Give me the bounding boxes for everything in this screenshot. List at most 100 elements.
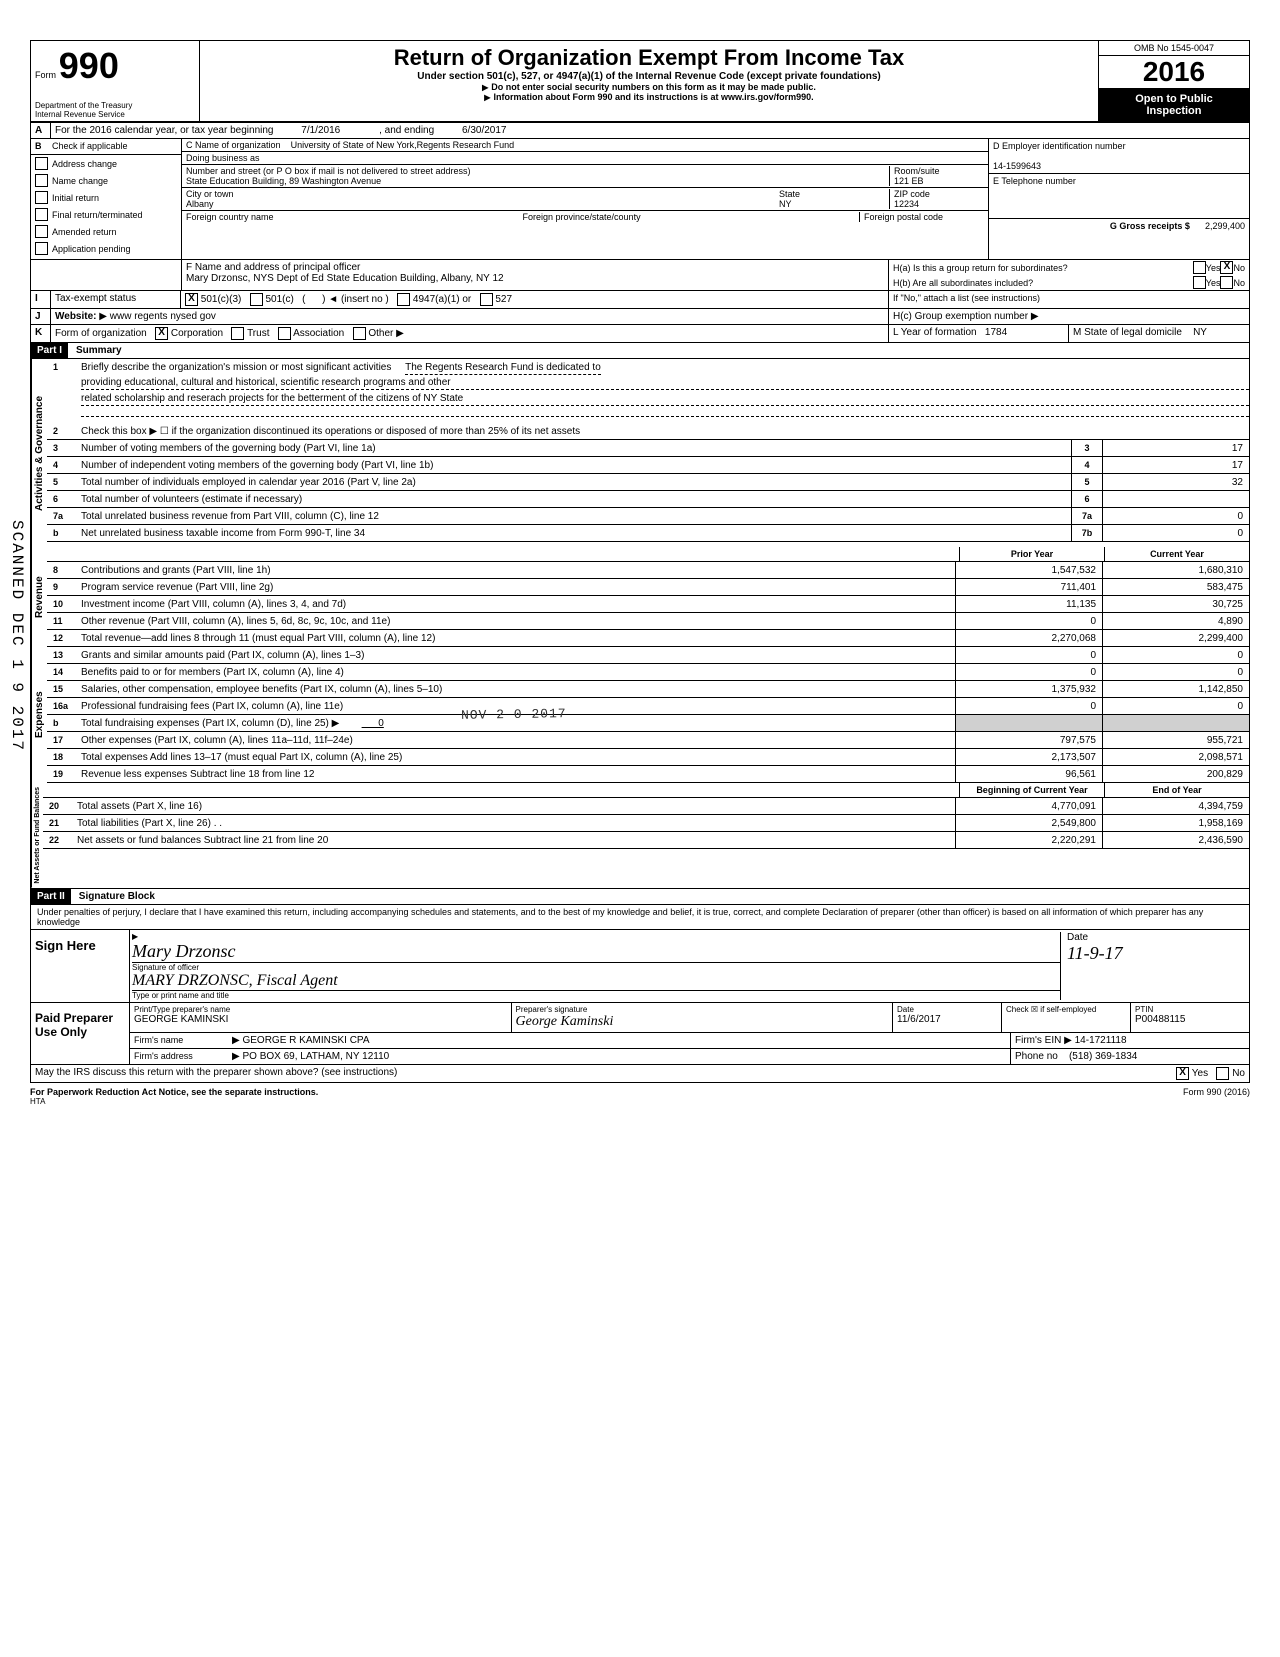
summary-line: 3 Number of voting members of the govern… <box>47 440 1249 457</box>
summary-line: 4 Number of independent voting members o… <box>47 457 1249 474</box>
domicile-label: M State of legal domicile <box>1073 327 1182 338</box>
subtitle: Under section 501(c), 527, or 4947(a)(1)… <box>206 71 1092 82</box>
check-pending[interactable] <box>35 242 48 255</box>
state-value: NY <box>779 199 792 209</box>
addr-label: Number and street (or P O box if mail is… <box>186 166 470 176</box>
firm-name-label: Firm's name <box>130 1033 228 1048</box>
ssn-warning: Do not enter social security numbers on … <box>206 82 1092 92</box>
check-applicable: Check if applicable <box>52 141 128 151</box>
summary-line: b Total fundraising expenses (Part IX, c… <box>47 715 1249 732</box>
gross-label: G Gross receipts $ <box>1110 221 1190 231</box>
current-year-header: Current Year <box>1104 547 1249 561</box>
preparer-label: Paid Preparer Use Only <box>31 1003 130 1064</box>
check-name[interactable] <box>35 174 48 187</box>
check-other[interactable] <box>353 327 366 340</box>
open-public-1: Open to Public <box>1101 93 1247 105</box>
summary-line: 16a Professional fundraising fees (Part … <box>47 698 1249 715</box>
prep-name: GEORGE KAMINSKI <box>134 1014 507 1025</box>
end-year-header: End of Year <box>1104 783 1249 797</box>
amended-label: Amended return <box>52 227 117 237</box>
final-label: Final return/terminated <box>52 210 143 220</box>
summary-line: 10 Investment income (Part VIII, column … <box>47 596 1249 613</box>
ending-label: , and ending <box>379 125 434 136</box>
part2-title: Signature Block <box>71 891 155 902</box>
check-initial[interactable] <box>35 191 48 204</box>
gross-value: 2,299,400 <box>1205 221 1245 231</box>
summary-line: 5 Total number of individuals employed i… <box>47 474 1249 491</box>
section-a: A For the 2016 calendar year, or tax yea… <box>30 123 1250 139</box>
part1-title: Summary <box>68 345 122 356</box>
summary-line: 12 Total revenue—add lines 8 through 11 … <box>47 630 1249 647</box>
tax-year: 2016 <box>1099 56 1249 89</box>
line2: Check this box ▶ ☐ if the organization d… <box>81 425 1249 438</box>
form-footer: Form 990 (2016) <box>1183 1087 1250 1097</box>
summary-line: 11 Other revenue (Part VIII, column (A),… <box>47 613 1249 630</box>
check-501c[interactable] <box>250 293 263 306</box>
website-label: Website: <box>55 311 97 322</box>
firm-name: GEORGE R KAMINSKI CPA <box>242 1035 369 1046</box>
type-print-label: Type or print name and title <box>132 990 1060 1000</box>
check-501c3[interactable]: X <box>185 293 198 306</box>
check-amended[interactable] <box>35 225 48 238</box>
check-527[interactable] <box>480 293 493 306</box>
check-corp[interactable]: X <box>155 327 168 340</box>
initial-label: Initial return <box>52 193 99 203</box>
ptin-value: P00488115 <box>1135 1014 1245 1025</box>
hb-note: If "No," attach a list (see instructions… <box>889 291 1249 308</box>
pending-label: Application pending <box>52 244 131 254</box>
sign-date: 11-9-17 <box>1067 943 1247 964</box>
received-stamp: NOV 2 0 2017 <box>461 706 567 723</box>
prep-date: 11/6/2017 <box>897 1014 997 1025</box>
scanned-stamp: SCANNED DEC 1 9 2017 <box>8 520 26 752</box>
self-employed-check: Check ☒ if self-employed <box>1002 1003 1131 1032</box>
firm-ein: 14-1721118 <box>1075 1035 1127 1046</box>
form-number: 990 <box>59 45 119 87</box>
year-begin: 7/1/2016 <box>301 125 340 136</box>
paperwork-notice: For Paperwork Reduction Act Notice, see … <box>30 1087 318 1097</box>
discuss-yes[interactable]: X <box>1176 1067 1189 1080</box>
identity-block: B Check if applicable Address change Nam… <box>30 139 1250 260</box>
omb-number: OMB No 1545-0047 <box>1099 41 1249 56</box>
check-address[interactable] <box>35 157 48 170</box>
sign-here-label: Sign Here <box>31 930 130 1002</box>
vlabel-net: Net Assets or Fund Balances <box>31 783 43 888</box>
year-end: 6/30/2017 <box>462 125 507 136</box>
hb-yes[interactable] <box>1193 276 1206 289</box>
prep-date-label: Date <box>897 1005 997 1014</box>
hta: HTA <box>30 1097 1250 1106</box>
hb-label: H(b) Are all subordinates included? <box>893 278 1193 288</box>
vlabel-activities: Activities & Governance <box>31 359 47 547</box>
vlabel-revenue: Revenue <box>31 547 47 647</box>
check-trust[interactable] <box>231 327 244 340</box>
discuss-no[interactable] <box>1216 1067 1229 1080</box>
check-4947[interactable] <box>397 293 410 306</box>
hc-label: H(c) Group exemption number <box>893 311 1028 322</box>
summary-line: 14 Benefits paid to or for members (Part… <box>47 664 1249 681</box>
ha-yes[interactable] <box>1193 261 1206 274</box>
hb-no[interactable] <box>1220 276 1233 289</box>
prep-signature: George Kaminski <box>516 1014 889 1030</box>
prior-year-header: Prior Year <box>959 547 1104 561</box>
sign-date-label: Date <box>1067 932 1247 943</box>
city-value: Albany <box>186 199 214 209</box>
summary-line: 8 Contributions and grants (Part VIII, l… <box>47 562 1249 579</box>
mission-text-c: related scholarship and reserach project… <box>81 392 1249 406</box>
ha-no[interactable]: X <box>1220 261 1233 274</box>
prep-sig-label: Preparer's signature <box>516 1005 889 1014</box>
summary-line: 20 Total assets (Part X, line 16) 4,770,… <box>43 798 1249 815</box>
typed-name: MARY DRZONSC, Fiscal Agent <box>132 972 1060 990</box>
mission-text-b: providing educational, cultural and hist… <box>81 376 1249 390</box>
firm-addr: PO BOX 69, LATHAM, NY 12110 <box>242 1051 389 1062</box>
check-final[interactable] <box>35 208 48 221</box>
irs: Internal Revenue Service <box>35 110 132 119</box>
dba-label: Doing business as <box>186 153 260 163</box>
firm-phone: (518) 369-1834 <box>1069 1051 1137 1062</box>
check-assoc[interactable] <box>278 327 291 340</box>
begin-year-header: Beginning of Current Year <box>959 783 1104 797</box>
room-value: 121 EB <box>894 176 924 186</box>
dept-treasury: Department of the Treasury <box>35 101 132 110</box>
summary-line: 22 Net assets or fund balances Subtract … <box>43 832 1249 849</box>
penalty-text: Under penalties of perjury, I declare th… <box>30 905 1250 930</box>
ein-value: 14-1599643 <box>993 161 1041 171</box>
room-label: Room/suite <box>894 166 940 176</box>
